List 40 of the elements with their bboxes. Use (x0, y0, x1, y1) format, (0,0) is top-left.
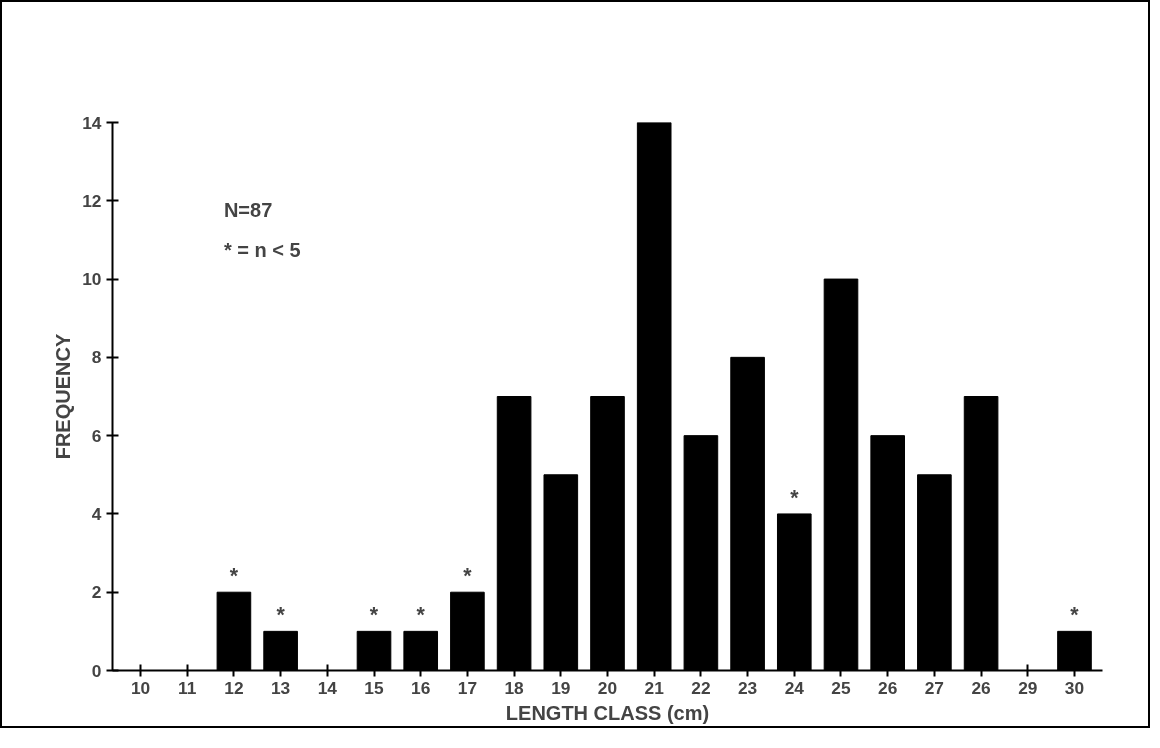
x-axis-title: LENGTH CLASS (cm) (505, 701, 710, 724)
annotation: * (276, 603, 286, 628)
x-tick-label: 13 (270, 677, 291, 698)
x-tick-label: 21 (644, 677, 665, 698)
y-tick-label: 12 (82, 190, 102, 211)
x-tick-label: 10 (130, 677, 151, 698)
y-tick-label: 10 (82, 269, 102, 290)
y-axis-title: FREQUENCY (52, 333, 75, 460)
annotation: * = n < 5 (223, 239, 301, 262)
annotation: * (229, 564, 239, 589)
y-tick-label: 4 (91, 503, 102, 524)
annotation: N=87 (223, 199, 273, 222)
annotation: * (416, 603, 426, 628)
x-tick-label: 27 (924, 677, 945, 698)
y-tick-label: 0 (91, 660, 102, 681)
x-tick-label: 30 (1064, 677, 1085, 698)
x-tick-label: 12 (224, 677, 244, 698)
y-tick-label: 8 (91, 347, 102, 368)
x-tick-label: 25 (831, 677, 851, 698)
x-tick-label: 20 (597, 677, 618, 698)
x-tick-label: 24 (784, 677, 805, 698)
annotation: * (463, 564, 473, 589)
x-tick-label: 11 (178, 677, 197, 698)
x-tick-label: 14 (317, 677, 338, 698)
x-tick-label: 15 (364, 677, 385, 698)
annotation: * (369, 603, 379, 628)
x-tick-label: 18 (504, 677, 525, 698)
x-tick-label: 22 (691, 677, 711, 698)
y-tick-label: 6 (91, 425, 102, 446)
x-tick-label: 26 (971, 677, 992, 698)
y-tick-label: 2 (91, 582, 102, 603)
x-tick-label: 29 (1018, 677, 1038, 698)
x-tick-label: 23 (737, 677, 758, 698)
annotation: * (1070, 603, 1080, 628)
y-tick-label: 14 (82, 112, 102, 133)
x-tick-label: 17 (457, 677, 478, 698)
x-tick-label: 26 (878, 677, 898, 698)
annotation: * (790, 485, 800, 510)
x-tick-label: 16 (411, 677, 431, 698)
x-tick-label: 19 (551, 677, 571, 698)
